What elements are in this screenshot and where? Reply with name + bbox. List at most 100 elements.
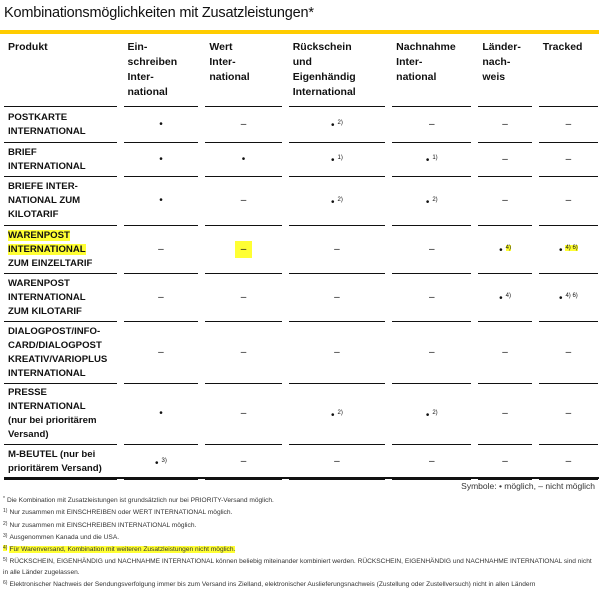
footnote-ref: 1) (337, 155, 343, 161)
not-possible-dash: – (240, 408, 247, 419)
column-header: Produkt (4, 34, 117, 107)
possible-dot: • (558, 245, 563, 256)
footnote-ref: 1) (432, 155, 438, 161)
footnote-mark: 2) (3, 520, 8, 527)
not-possible-dash: – (334, 456, 340, 467)
footnote: 5) RÜCKSCHEIN, EIGENHÄNDIG und NACHNAHME … (3, 555, 598, 578)
not-possible-dash: – (240, 118, 247, 130)
not-possible-dash: – (334, 243, 340, 255)
possible-dot: • (331, 409, 335, 421)
possible-dot: • (425, 196, 430, 208)
not-possible-dash: – (565, 153, 572, 165)
footnote-ref: 4) (505, 293, 511, 299)
footnote-text: Die Kombination mit Zusatzleistungen ist… (6, 497, 274, 504)
possible-dot: • (159, 118, 163, 130)
not-possible-dash: – (240, 456, 247, 467)
possible-dot: • (241, 153, 246, 165)
combination-cell: – (538, 384, 598, 445)
table-row: BRIEF INTERNATIONAL • • • 1) • 1) – – (4, 143, 598, 177)
combination-cell: • (123, 143, 199, 177)
possible-dot: • (499, 245, 503, 256)
footnote: 1) Nur zusammen mit EINSCHREIBEN oder WER… (3, 506, 598, 518)
not-possible-dash: – (565, 456, 572, 467)
footnote: 6) Elektronischer Nachweis der Sendungsve… (3, 578, 598, 590)
combination-cell: – (538, 177, 598, 226)
footnote-ref: 2) (337, 120, 343, 126)
column-header: Nachnahme Inter- national (392, 34, 472, 107)
table-row: M-BEUTEL (nur bei prioritärem Versand) • 3… (4, 445, 598, 480)
not-possible-dash: – (502, 118, 508, 130)
combination-cell: – (205, 322, 282, 384)
not-possible-dash: – (565, 408, 572, 419)
product-name: BRIEF INTERNATIONAL (4, 143, 117, 177)
combination-cell: – (538, 445, 598, 480)
combination-cell: • (205, 143, 282, 177)
product-name: WARENPOST INTERNATIONAL ZUM KILOTARIF (4, 274, 117, 322)
combination-cell: • 4) (478, 226, 532, 274)
footnote-mark: * (3, 496, 5, 502)
table-row: DIALOGPOST/INFO- CARD/DIALOGPOST KREATIV… (4, 322, 598, 384)
product-line: WARENPOST (8, 229, 70, 241)
combination-cell: – (478, 384, 532, 445)
not-possible-dash: – (502, 346, 508, 358)
column-header: Tracked (538, 34, 598, 107)
possible-dot: • (159, 408, 163, 419)
combination-cell: – (392, 274, 472, 322)
footnote-ref: 2) (337, 409, 343, 416)
not-possible-dash: – (428, 291, 435, 303)
combination-cell: • (123, 107, 199, 143)
footnote-ref: 3) (161, 457, 167, 464)
possible-dot: • (499, 293, 503, 304)
combination-cell: – (392, 226, 472, 274)
possible-dot: • (155, 457, 159, 469)
footnote-mark: 6) (3, 580, 8, 587)
product-name: WARENPOST INTERNATIONAL ZUM EINZELTARIF (4, 226, 117, 274)
footnote: 4) Für Warenversand, Kombination mit weit… (3, 543, 598, 555)
combination-cell: – (288, 274, 386, 322)
table-row: POSTKARTE INTERNATIONAL • – • 2) – – – (4, 107, 598, 143)
not-possible-dash: – (502, 408, 508, 419)
combination-cell: – (123, 226, 199, 274)
combination-cell: – (288, 445, 386, 480)
combination-cell: – (538, 143, 598, 177)
possible-dot: • (331, 155, 335, 166)
footnotes: * Die Kombination mit Zusatzleistungen is… (3, 494, 598, 590)
combination-cell: • 3) (123, 445, 199, 480)
combination-table: Produkt Ein- schreiben Inter- national Wer… (0, 34, 605, 480)
possible-dot: • (425, 409, 430, 421)
combination-cell: • 2) (288, 177, 386, 226)
not-possible-dash: – (565, 118, 572, 130)
not-possible-dash: – (240, 346, 247, 358)
combination-cell: • 4) 6) (538, 274, 598, 322)
possible-dot: • (425, 155, 430, 166)
combination-cell: – (478, 445, 532, 480)
footnote-text: Ausgenommen Kanada und die USA. (9, 533, 120, 541)
table-header-row: Produkt Ein- schreiben Inter- national Wer… (4, 34, 598, 107)
combination-cell: – (288, 226, 386, 274)
combination-cell: – (478, 177, 532, 226)
combination-cell: – (392, 107, 472, 143)
footnote-mark: 3) (3, 532, 8, 539)
combination-cell: – (123, 322, 199, 384)
footnote-text: Elektronischer Nachweis der Sendungsverf… (9, 581, 536, 589)
footnote: 3) Ausgenommen Kanada und die USA. (3, 531, 598, 543)
not-possible-dash: – (334, 346, 340, 358)
column-header: Ein- schreiben Inter- national (123, 34, 199, 107)
footnote-ref: 2) (432, 409, 438, 416)
combination-cell: • 4) 6) (538, 226, 598, 274)
footnote-ref: 4) (505, 245, 511, 251)
possible-dot: • (331, 120, 335, 131)
footnote-text: Nur zusammen mit EINSCHREIBEN INTERNATIO… (9, 521, 197, 529)
product-name: M-BEUTEL (nur bei prioritärem Versand) (4, 445, 117, 480)
footnote-text: Nur zusammen mit EINSCHREIBEN oder WERT … (9, 509, 233, 517)
footnote-mark: 1) (3, 508, 8, 515)
not-possible-dash: – (428, 118, 435, 130)
combination-cell: • 2) (392, 384, 472, 445)
footnote: 2) Nur zusammen mit EINSCHREIBEN INTERNAT… (3, 519, 598, 531)
combination-cell: – (478, 322, 532, 384)
possible-dot: • (159, 195, 163, 206)
combination-cell: – (538, 322, 598, 384)
not-possible-dash: – (158, 291, 164, 303)
product-name: POSTKARTE INTERNATIONAL (4, 107, 117, 143)
combination-cell: – (478, 143, 532, 177)
